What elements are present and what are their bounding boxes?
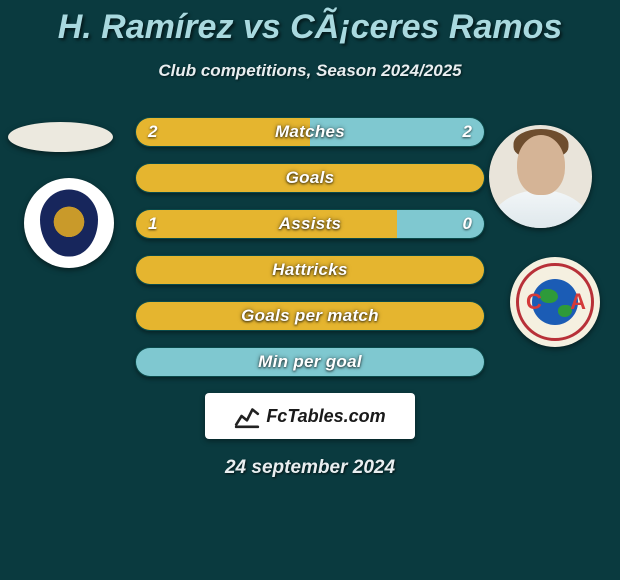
stat-label: Goals per match — [136, 302, 484, 330]
stat-label: Hattricks — [136, 256, 484, 284]
stat-label: Min per goal — [136, 348, 484, 376]
club-right-badge: C A — [510, 257, 600, 347]
stats-container: 22Matches Goals 10Assists Hattricks Goals pe… — [135, 117, 485, 377]
brand-text: FcTables.com — [266, 406, 385, 427]
stat-row: Goals per match — [135, 301, 485, 331]
club-left-badge — [24, 178, 114, 268]
player-left-avatar — [8, 122, 113, 152]
date-text: 24 september 2024 — [0, 457, 620, 479]
stat-label: Assists — [136, 210, 484, 238]
stat-row: Goals — [135, 163, 485, 193]
stat-row: Hattricks — [135, 255, 485, 285]
page-subtitle: Club competitions, Season 2024/2025 — [0, 61, 620, 81]
stat-row: Min per goal — [135, 347, 485, 377]
brand-box: FcTables.com — [205, 393, 415, 439]
stat-label: Goals — [136, 164, 484, 192]
brand-icon — [234, 403, 260, 429]
player-right-avatar — [489, 125, 592, 228]
stat-row: 22Matches — [135, 117, 485, 147]
stat-label: Matches — [136, 118, 484, 146]
page-title: H. Ramírez vs CÃ¡ceres Ramos — [0, 0, 620, 47]
stat-row: 10Assists — [135, 209, 485, 239]
